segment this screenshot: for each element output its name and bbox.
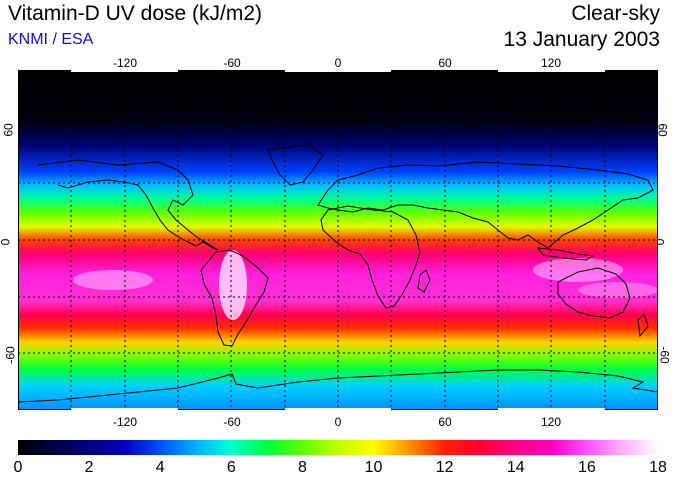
colorbar-tick-label: 0 (13, 459, 23, 476)
lat-tick-left: -60 (3, 346, 18, 364)
lon-tick-bottom: -60 (223, 415, 241, 429)
lon-tick-bottom: 120 (540, 415, 562, 429)
lat-tick-left: 0 (0, 239, 12, 246)
map-title: Vitamin-D UV dose (kJ/m2) (8, 2, 263, 25)
colorbar-tick-label: 16 (577, 459, 596, 476)
coastline-africa (320, 205, 421, 309)
lon-tick-top: 0 (334, 56, 342, 70)
coastlines (18, 144, 658, 403)
colorbar-tick-label: 18 (649, 459, 667, 476)
frame-segments (71, 70, 605, 410)
coastline-eurasia (317, 161, 654, 249)
lon-tick-top: -120 (112, 56, 138, 70)
colorbar-tick-label: 8 (297, 459, 307, 476)
high-dose-patch (533, 258, 623, 282)
colorbar (18, 440, 658, 455)
colorbar-gradient (18, 440, 658, 455)
colorbar-tick-label: 10 (364, 459, 383, 476)
coastline-greenland (267, 144, 324, 186)
coastline-madagascar (417, 269, 431, 293)
lon-tick-top: 120 (540, 56, 562, 70)
sky-mode-label: Clear-sky (571, 2, 660, 25)
uv-dose-map (18, 70, 658, 410)
colorbar-tick-label: 6 (226, 459, 236, 476)
source-label: KNMI / ESA (8, 31, 94, 48)
graticule (18, 70, 658, 410)
high-dose-patch (578, 282, 658, 298)
high-dose-patch (219, 250, 247, 320)
lon-tick-top: -60 (223, 56, 241, 70)
colorbar-tick-label: 2 (84, 459, 94, 476)
coastline-south-america (200, 249, 269, 347)
lon-tick-bottom: 60 (438, 415, 452, 429)
colorbar-tick-label: 4 (155, 459, 165, 476)
lon-tick-top: 60 (438, 56, 452, 70)
coastline-australia (557, 267, 631, 319)
coastline-new-zealand (637, 313, 649, 338)
lon-tick-bottom: -120 (112, 415, 138, 429)
date-label: 13 January 2003 (503, 28, 660, 51)
lon-tick-bottom: 0 (334, 415, 342, 429)
high-dose-patch (73, 270, 153, 290)
coastline-antarctica (18, 369, 658, 403)
coastline-indonesia (536, 247, 595, 261)
coastline-north-america (37, 159, 219, 251)
colorbar-tick-label: 14 (506, 459, 525, 476)
lat-tick-left: 60 (1, 123, 16, 137)
lat-tick-right: -60 (657, 346, 672, 364)
colorbar-tick-label: 12 (435, 459, 454, 476)
